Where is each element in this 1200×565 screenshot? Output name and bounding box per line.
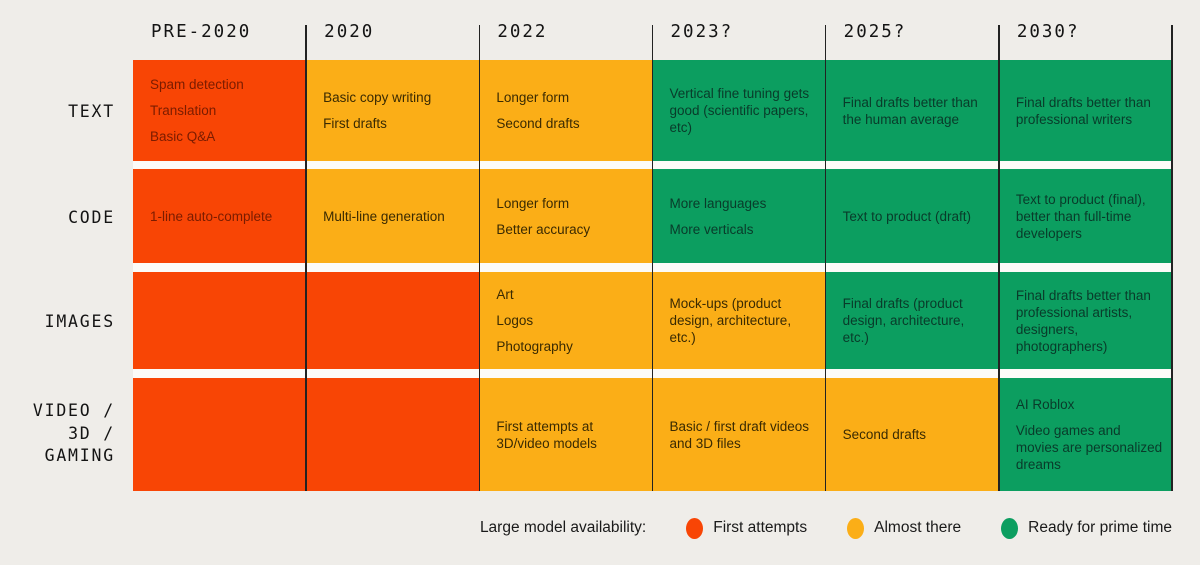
row-label-line: 3D / <box>68 423 115 443</box>
column-divider-line <box>478 25 481 491</box>
cell-text: Second drafts <box>496 116 580 131</box>
row-label: TEXT <box>68 101 115 124</box>
status-cell-almost_there: Mock-ups (product design, architecture, … <box>652 272 826 369</box>
cell-text: More languages <box>669 195 767 211</box>
cell-text: Vertical fine tuning gets good (scientif… <box>669 86 810 135</box>
cell-text: Longer form <box>496 90 570 105</box>
cell-text: Multi-line generation <box>323 208 445 224</box>
status-cell-almost_there: Longer form Second drafts <box>479 60 653 161</box>
status-cell-almost_there: Second drafts <box>825 378 999 491</box>
row-label: IMAGES <box>45 311 115 334</box>
table-row: First attempts at 3D/video models Basic /… <box>133 378 1172 491</box>
row-label-line: VIDEO / <box>32 401 115 420</box>
cell-text: Photography <box>496 339 573 354</box>
status-cell-ready_for_prime_time: More languages More verticals <box>652 169 826 263</box>
cell-text: Mock-ups (product design, architecture, … <box>669 296 792 345</box>
status-cell-almost_there: First attempts at 3D/video models <box>479 378 653 491</box>
status-cell-almost_there: Basic copy writing First drafts <box>306 60 480 161</box>
legend-entry: Almost there <box>847 517 962 539</box>
row-label-line: IMAGES <box>44 312 115 331</box>
cell-text: Basic copy writing <box>323 90 432 105</box>
status-cell-almost_there: Longer form Better accuracy <box>479 169 653 263</box>
row-label-line: GAMING <box>44 446 115 465</box>
column-divider-line <box>824 25 827 491</box>
table-row: Spam detection Translation Basic Q&A Basic … <box>133 60 1172 161</box>
legend-entry-label: Almost there <box>874 519 962 536</box>
cell-text: Final drafts better than professional ar… <box>1015 287 1151 354</box>
legend-entries: First attempts Almost there Ready for prim… <box>686 517 1172 539</box>
status-cell-ready_for_prime_time: AI Roblox Video games and movies are pers… <box>998 378 1172 491</box>
cell-text: Final drafts better than professional wr… <box>1015 94 1151 127</box>
cell-text: Second drafts <box>842 427 926 442</box>
status-cell-ready_for_prime_time: Final drafts better than professional ar… <box>998 272 1172 369</box>
row-label: VIDEO / 3D / GAMING <box>33 400 115 468</box>
cell-text: Better accuracy <box>496 221 591 237</box>
cell-text: 1-line auto-complete <box>150 208 273 224</box>
legend-entry-label: First attempts <box>713 519 808 536</box>
status-cell-almost_there: Basic / first draft videos and 3D files <box>652 378 826 491</box>
ready_for_prime_time-dot-icon <box>1001 517 1019 539</box>
cell-text: First drafts <box>323 116 387 131</box>
column-header: 2030? <box>1016 22 1080 42</box>
cell-text: AI Roblox <box>1015 397 1075 412</box>
column-divider-line <box>998 25 1000 491</box>
status-cell-first_attempts <box>133 272 307 369</box>
cell-text: Longer form <box>496 195 570 211</box>
legend: Large model availability: First attempts… <box>480 512 1172 544</box>
cell-text: Art <box>496 287 514 302</box>
column-divider-line <box>1171 25 1173 491</box>
almost_there-dot-icon <box>847 517 865 539</box>
row-label-line: TEXT <box>68 102 115 121</box>
cell-text: Final drafts better than the human avera… <box>842 94 978 127</box>
status-cell-ready_for_prime_time: Final drafts better than professional wr… <box>998 60 1172 161</box>
status-cell-first_attempts <box>133 378 307 491</box>
status-cell-ready_for_prime_time: Vertical fine tuning gets good (scientif… <box>652 60 826 161</box>
status-cell-almost_there: Multi-line generation <box>306 169 480 263</box>
column-divider-line <box>651 25 654 491</box>
legend-entry: Ready for prime time <box>1001 517 1172 539</box>
cell-text: Spam detection <box>150 77 244 92</box>
row-label: CODE <box>68 207 115 230</box>
status-cell-first_attempts: 1-line auto-complete <box>133 169 307 263</box>
cell-text: Text to product (draft) <box>842 208 971 224</box>
column-header: 2022 <box>497 22 548 42</box>
status-cell-almost_there: Art Logos Photography <box>479 272 653 369</box>
cell-text: Logos <box>496 313 534 328</box>
timeline-table: PRE-2020 2020 2022 2023? 2025? 2030? Spam det… <box>133 22 1173 491</box>
status-cell-first_attempts: Spam detection Translation Basic Q&A <box>133 60 307 161</box>
cell-text: More verticals <box>669 221 754 237</box>
status-cell-ready_for_prime_time: Final drafts better than the human avera… <box>825 60 999 161</box>
status-cell-first_attempts <box>306 272 480 369</box>
column-header: 2025? <box>843 22 907 42</box>
status-cell-ready_for_prime_time: Text to product (final), better than ful… <box>998 169 1172 263</box>
column-header: 2020 <box>324 22 375 42</box>
status-cell-first_attempts <box>306 378 480 491</box>
status-cell-ready_for_prime_time: Text to product (draft) <box>825 169 999 263</box>
table-row: Art Logos Photography Mock-ups (product des… <box>133 272 1172 369</box>
legend-entry-label: Ready for prime time <box>1028 519 1172 536</box>
cell-text: Text to product (final), better than ful… <box>1015 191 1146 241</box>
column-divider-line <box>305 25 307 491</box>
column-header: 2023? <box>670 22 734 42</box>
row-label-line: CODE <box>68 208 115 227</box>
first_attempts-dot-icon <box>686 517 704 539</box>
column-header-row: PRE-2020 2020 2022 2023? 2025? 2030? <box>133 22 1172 59</box>
status-cell-ready_for_prime_time: Final drafts (product design, architectu… <box>825 272 999 369</box>
cell-text: Translation <box>150 103 217 118</box>
cell-text: Video games and movies are personalized … <box>1015 423 1163 472</box>
legend-entry: First attempts <box>686 517 808 539</box>
table-row: 1-line auto-complete Multi-line generatio… <box>133 169 1172 263</box>
cell-text: Basic / first draft videos and 3D files <box>669 418 810 451</box>
cell-text: First attempts at 3D/video models <box>496 418 597 451</box>
cell-text: Basic Q&A <box>150 129 216 144</box>
legend-title: Large model availability: <box>479 519 647 536</box>
column-header: PRE-2020 <box>151 22 252 42</box>
cell-text: Final drafts (product design, architectu… <box>842 296 965 345</box>
